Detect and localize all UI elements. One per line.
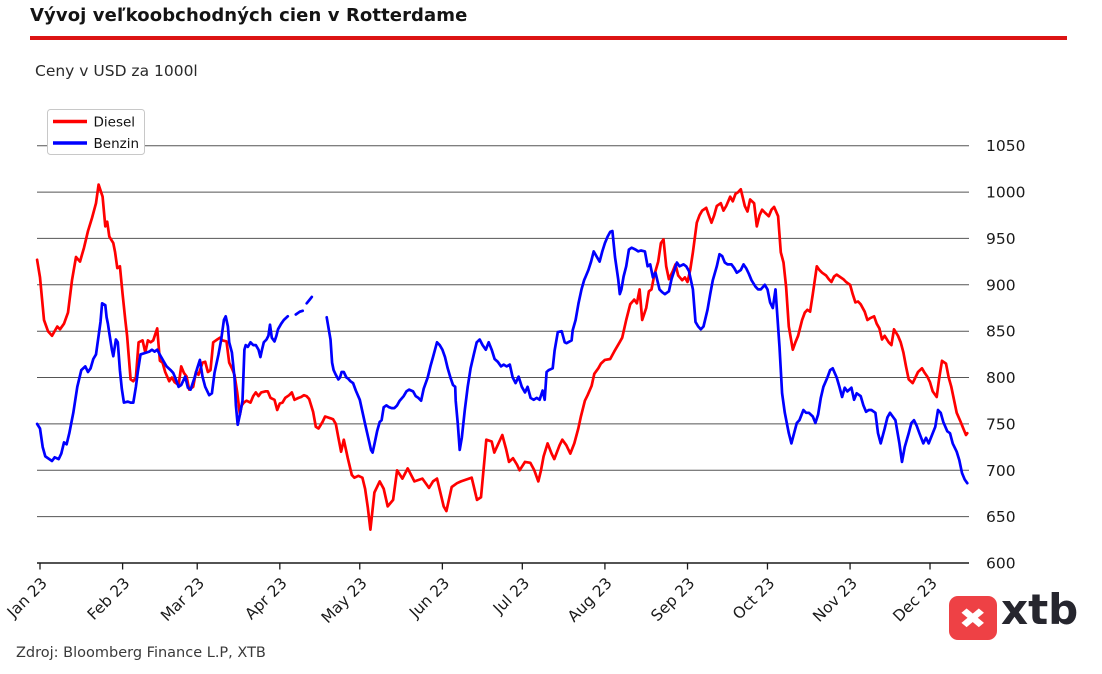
xtb-wordmark: xtb xyxy=(1001,585,1079,634)
series-line-benzin xyxy=(294,309,305,316)
x-tick-label: Mar 23 xyxy=(157,574,208,625)
y-tick-label: 900 xyxy=(986,276,1016,294)
x-tick-label: Jan 23 xyxy=(3,574,51,622)
x-tick-label: Nov 23 xyxy=(809,574,861,626)
legend-label: Benzin xyxy=(94,136,140,152)
x-tick-label: Jun 23 xyxy=(405,574,453,622)
y-tick-label: 850 xyxy=(986,323,1016,341)
series-line-diesel xyxy=(35,183,969,531)
x-tick-label: May 23 xyxy=(318,574,371,627)
y-tick-label: 1050 xyxy=(986,137,1025,155)
y-tick-label: 700 xyxy=(986,462,1016,480)
x-tick-label: Jul 23 xyxy=(489,574,533,618)
gridlines xyxy=(37,145,969,564)
y-tick-label: 600 xyxy=(986,555,1016,573)
y-tick-label: 800 xyxy=(986,369,1016,387)
y-tick-label: 950 xyxy=(986,230,1016,248)
x-tick-label: Sep 23 xyxy=(648,574,699,625)
y-tick-label: 1000 xyxy=(986,184,1025,202)
title-accent-rule xyxy=(30,36,1067,40)
legend-label: Diesel xyxy=(94,115,136,131)
source-credit: Zdroj: Bloomberg Finance L.P, XTB xyxy=(16,645,266,661)
y-axis: 600 650 700 750 800 850 900 950 1000 1050 xyxy=(986,137,1025,572)
y-tick-label: 750 xyxy=(986,415,1016,433)
xtb-x-glyph: ✖ xyxy=(958,601,988,635)
x-tick-label: Oct 23 xyxy=(729,574,778,623)
series-line-benzin xyxy=(325,229,969,485)
x-tick-label: Dec 23 xyxy=(889,574,940,625)
xtb-x-icon: ✖ xyxy=(949,596,997,640)
x-tick-label: Apr 23 xyxy=(242,574,291,623)
series-diesel xyxy=(35,183,969,531)
series-line-benzin xyxy=(305,295,314,305)
x-axis: Jan 23 Feb 23 Mar 23 Apr 23 May 23 Jun 23 Jul … xyxy=(3,562,969,627)
x-tick-label: Feb 23 xyxy=(84,574,134,624)
page-title: Vývoj veľkoobchodných cien v Rotterdame xyxy=(30,5,468,26)
series-benzin xyxy=(35,229,969,485)
chart-subtitle: Ceny v USD za 1000l xyxy=(35,62,198,80)
x-tick-label: Aug 23 xyxy=(564,574,616,626)
legend: Diesel Benzin xyxy=(47,109,145,155)
y-tick-label: 650 xyxy=(986,508,1016,526)
series-line-benzin xyxy=(35,301,290,463)
